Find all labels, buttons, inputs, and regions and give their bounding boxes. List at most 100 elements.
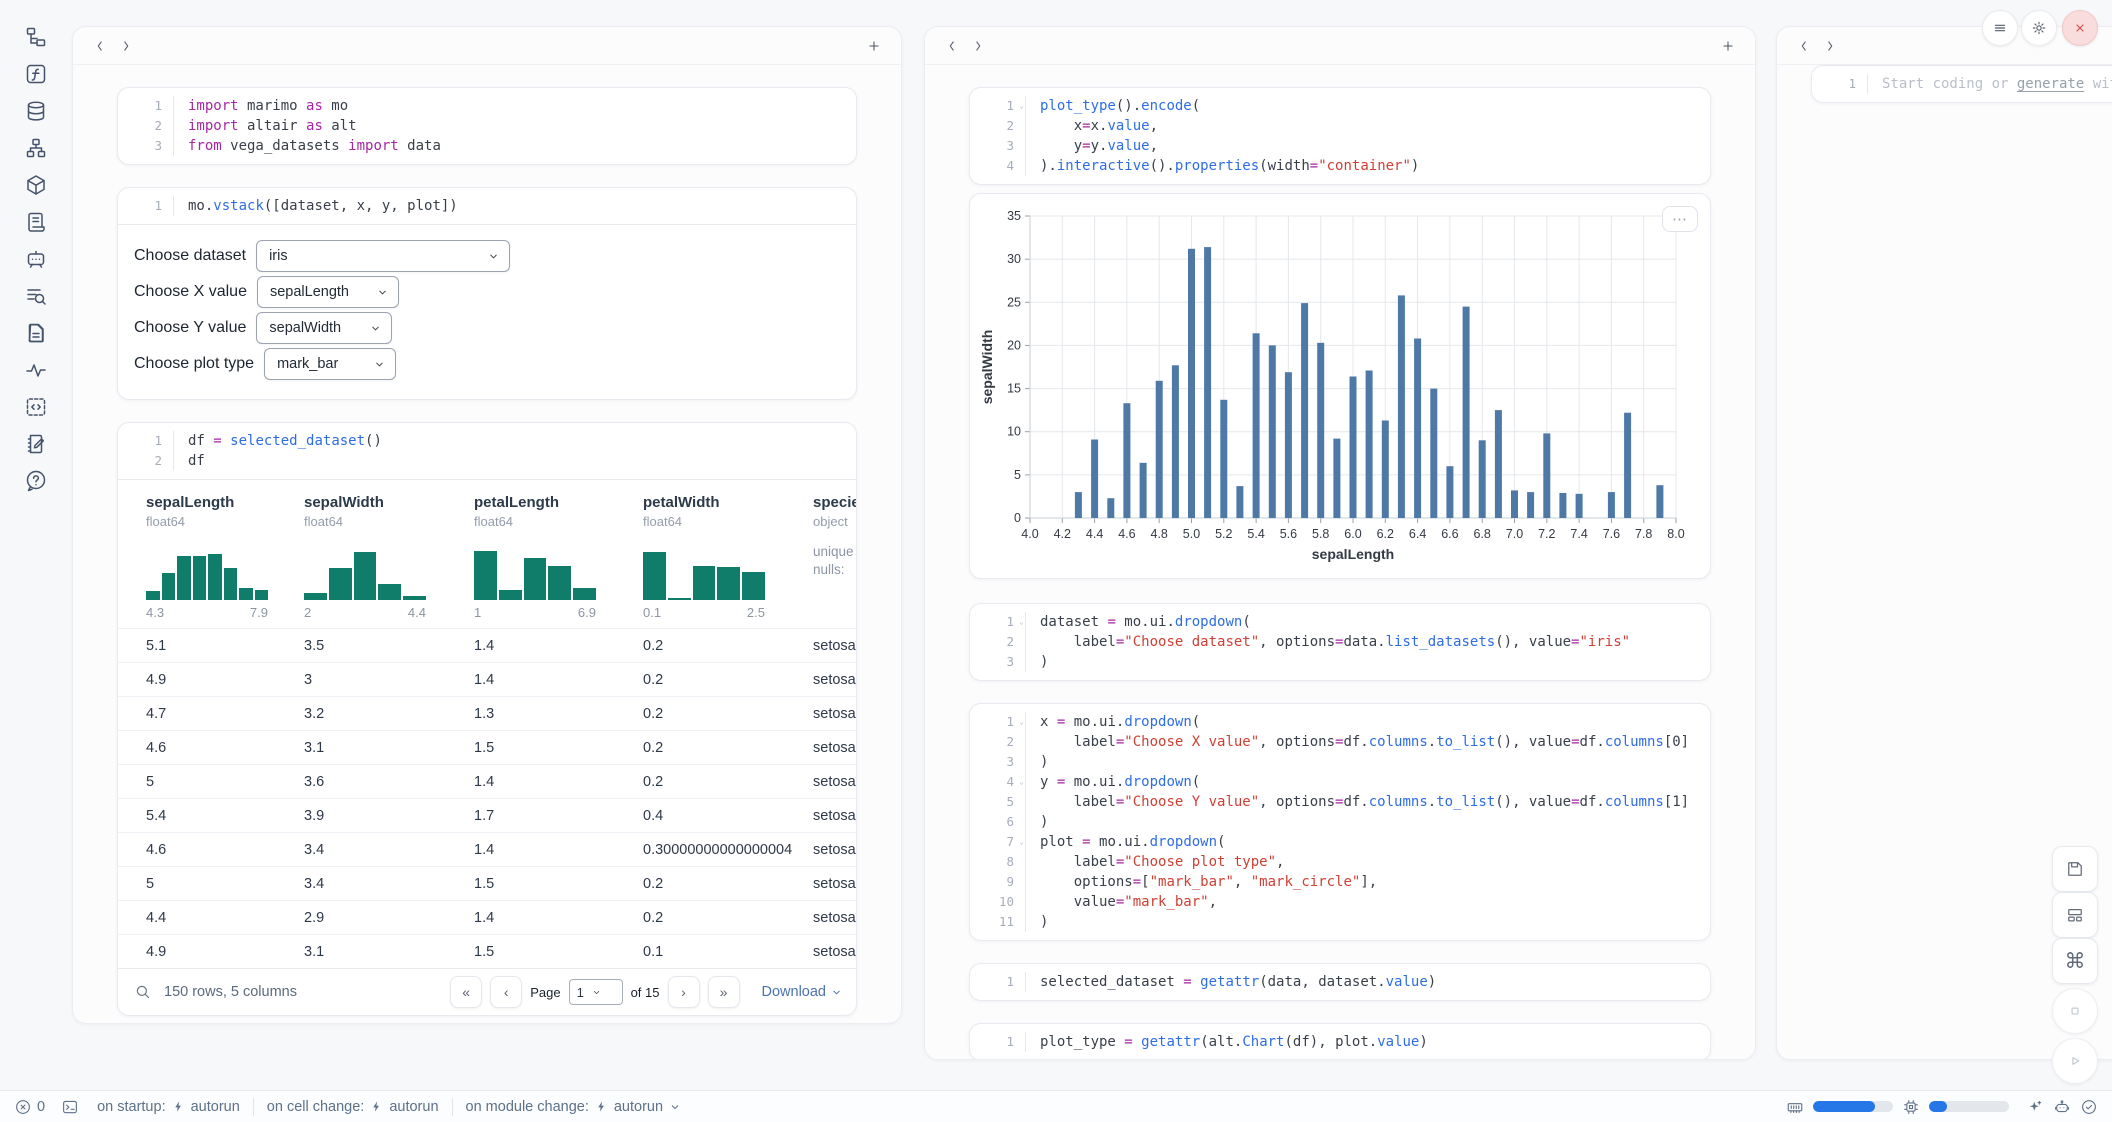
fold-chevron-icon[interactable]: ⌄ bbox=[1019, 612, 1024, 632]
line-number: 8 bbox=[970, 852, 1025, 872]
documentation-icon[interactable] bbox=[23, 320, 49, 346]
code-cell[interactable]: 1df = selected_dataset()2df sepalLengthfl… bbox=[117, 422, 857, 1016]
autorun-toggle[interactable]: on startup:autorun bbox=[97, 1099, 240, 1115]
errors-icon[interactable] bbox=[14, 1098, 32, 1116]
autorun-toggle[interactable]: on module change:autorun bbox=[466, 1099, 682, 1115]
fold-chevron-icon[interactable]: ⌄ bbox=[1019, 96, 1024, 116]
table-row[interactable]: 4.931.40.2setosa bbox=[118, 662, 856, 696]
scratchpad-icon[interactable] bbox=[23, 431, 49, 457]
code-line: 1⌄x = mo.ui.dropdown( bbox=[970, 712, 1710, 732]
autorun-toggle[interactable]: on cell change:autorun bbox=[267, 1099, 439, 1115]
database-icon[interactable] bbox=[23, 98, 49, 124]
scroll-icon[interactable] bbox=[23, 209, 49, 235]
gear-icon[interactable] bbox=[2021, 10, 2057, 46]
dropdown-select[interactable]: mark_bar bbox=[264, 348, 396, 380]
packages-icon[interactable] bbox=[23, 172, 49, 198]
layout-grid-icon[interactable] bbox=[2052, 892, 2098, 938]
hamburger-menu-icon[interactable] bbox=[1982, 10, 2018, 46]
add-cell-icon[interactable] bbox=[861, 34, 887, 58]
chevron-right-icon[interactable] bbox=[965, 34, 991, 58]
snippets-icon[interactable] bbox=[23, 394, 49, 420]
chevron-left-icon[interactable] bbox=[939, 34, 965, 58]
chevron-right-icon[interactable] bbox=[113, 34, 139, 58]
stop-icon[interactable] bbox=[2052, 988, 2098, 1034]
code-text: import marimo as mo bbox=[173, 96, 348, 116]
fold-chevron-icon[interactable]: ⌄ bbox=[1019, 832, 1024, 852]
table-row[interactable]: 5.13.51.40.2setosa bbox=[118, 628, 856, 662]
column-header[interactable]: sepalWidthfloat6424.4 bbox=[304, 494, 474, 620]
column-header[interactable]: sepalLengthfloat644.37.9 bbox=[146, 494, 304, 620]
dropdown-select[interactable]: sepalLength bbox=[257, 276, 399, 308]
code-editor[interactable]: 1plot_type = getattr(alt.Chart(df), plot… bbox=[970, 1024, 1710, 1059]
first-page-button[interactable]: « bbox=[450, 976, 482, 1008]
table-row[interactable]: 4.73.21.30.2setosa bbox=[118, 696, 856, 730]
code-editor[interactable]: 1⌄plot_type().encode(2 x=x.value,3 y=y.v… bbox=[970, 88, 1710, 184]
table-row[interactable]: 5.43.91.70.4setosa bbox=[118, 798, 856, 832]
dependency-graph-icon[interactable] bbox=[23, 135, 49, 161]
table-row[interactable]: 53.61.40.2setosa bbox=[118, 764, 856, 798]
chevron-left-icon[interactable] bbox=[1791, 34, 1817, 58]
logs-search-icon[interactable] bbox=[23, 283, 49, 309]
help-icon[interactable] bbox=[23, 468, 49, 494]
code-placeholder[interactable]: Start coding or generate with bbox=[1867, 74, 2112, 94]
dropdown-select[interactable]: sepalWidth bbox=[256, 312, 392, 344]
code-editor[interactable]: 1df = selected_dataset()2df bbox=[118, 423, 856, 479]
page-select[interactable]: 1 bbox=[569, 979, 623, 1005]
bar bbox=[1479, 440, 1486, 518]
chart-menu-button[interactable]: ⋯ bbox=[1662, 206, 1698, 232]
fold-chevron-icon[interactable]: ⌄ bbox=[1019, 712, 1024, 732]
ai-sparkle-icon[interactable] bbox=[2026, 1098, 2044, 1116]
table-cell: 1.3 bbox=[474, 706, 643, 722]
table-cell: 4.6 bbox=[146, 842, 304, 858]
table-cell: 1.5 bbox=[474, 944, 643, 960]
bar-chart[interactable]: 4.04.24.44.64.85.05.25.45.65.86.06.26.46… bbox=[976, 202, 1704, 570]
save-icon[interactable] bbox=[2052, 846, 2098, 892]
column-header[interactable]: petalLengthfloat6416.9 bbox=[474, 494, 643, 620]
next-page-button[interactable]: › bbox=[668, 976, 700, 1008]
empty-cell[interactable]: 1 Start coding or generate with bbox=[1811, 65, 2112, 103]
chatbot-icon[interactable] bbox=[23, 246, 49, 272]
tracing-icon[interactable] bbox=[23, 357, 49, 383]
prev-page-button[interactable]: ‹ bbox=[490, 976, 522, 1008]
code-editor[interactable]: 1⌄x = mo.ui.dropdown(2 label="Choose X v… bbox=[970, 704, 1710, 940]
command-icon[interactable]: ⌘ bbox=[2052, 938, 2098, 984]
code-cell[interactable]: 1⌄plot_type().encode(2 x=x.value,3 y=y.v… bbox=[969, 87, 1711, 185]
table-row[interactable]: 4.42.91.40.2setosa bbox=[118, 900, 856, 934]
code-cell[interactable]: 1plot_type = getattr(alt.Chart(df), plot… bbox=[969, 1023, 1711, 1059]
code-cell[interactable]: 1import marimo as mo2import altair as al… bbox=[117, 87, 857, 165]
code-editor[interactable]: 1⌄dataset = mo.ui.dropdown(2 label="Choo… bbox=[970, 604, 1710, 680]
terminal-icon[interactable] bbox=[61, 1098, 79, 1116]
table-row[interactable]: 4.93.11.50.1setosa bbox=[118, 934, 856, 968]
table-row[interactable]: 4.63.41.40.30000000000000004setosa bbox=[118, 832, 856, 866]
search-icon[interactable] bbox=[134, 983, 152, 1001]
table-cell: setosa bbox=[813, 842, 857, 858]
last-page-button[interactable]: » bbox=[708, 976, 740, 1008]
download-button[interactable]: Download bbox=[762, 984, 843, 1000]
close-icon[interactable] bbox=[2062, 10, 2098, 46]
code-editor[interactable]: 1mo.vstack([dataset, x, y, plot]) bbox=[118, 188, 856, 224]
code-cell[interactable]: 1mo.vstack([dataset, x, y, plot])Choose … bbox=[117, 187, 857, 400]
fold-chevron-icon[interactable]: ⌄ bbox=[1019, 772, 1024, 792]
play-icon[interactable] bbox=[2052, 1038, 2098, 1084]
table-row[interactable]: 53.41.50.2setosa bbox=[118, 866, 856, 900]
column-header[interactable]: petalWidthfloat640.12.5 bbox=[643, 494, 813, 620]
code-cell[interactable]: 1⌄dataset = mo.ui.dropdown(2 label="Choo… bbox=[969, 603, 1711, 681]
chevron-right-icon[interactable] bbox=[1817, 34, 1843, 58]
bar bbox=[1285, 372, 1292, 518]
connection-check-icon[interactable] bbox=[2080, 1098, 2098, 1116]
chevron-left-icon[interactable] bbox=[87, 34, 113, 58]
table-row[interactable]: 4.63.11.50.2setosa bbox=[118, 730, 856, 764]
copilot-robot-icon[interactable] bbox=[2053, 1098, 2071, 1116]
column-header[interactable]: speciesobjectuniquenulls: bbox=[813, 494, 857, 620]
functions-icon[interactable] bbox=[23, 61, 49, 87]
file-tree-icon[interactable] bbox=[23, 24, 49, 50]
dropdown-select[interactable]: iris bbox=[256, 240, 510, 272]
code-editor[interactable]: 1import marimo as mo2import altair as al… bbox=[118, 88, 856, 164]
code-cell[interactable]: 1selected_dataset = getattr(data, datase… bbox=[969, 963, 1711, 1001]
code-editor[interactable]: 1selected_dataset = getattr(data, datase… bbox=[970, 964, 1710, 1000]
code-cell[interactable]: 1⌄x = mo.ui.dropdown(2 label="Choose X v… bbox=[969, 703, 1711, 941]
table-cell: 0.4 bbox=[643, 808, 813, 824]
add-cell-icon[interactable] bbox=[1715, 34, 1741, 58]
svg-text:7.8: 7.8 bbox=[1635, 527, 1652, 541]
generate-link[interactable]: generate bbox=[2017, 76, 2084, 92]
